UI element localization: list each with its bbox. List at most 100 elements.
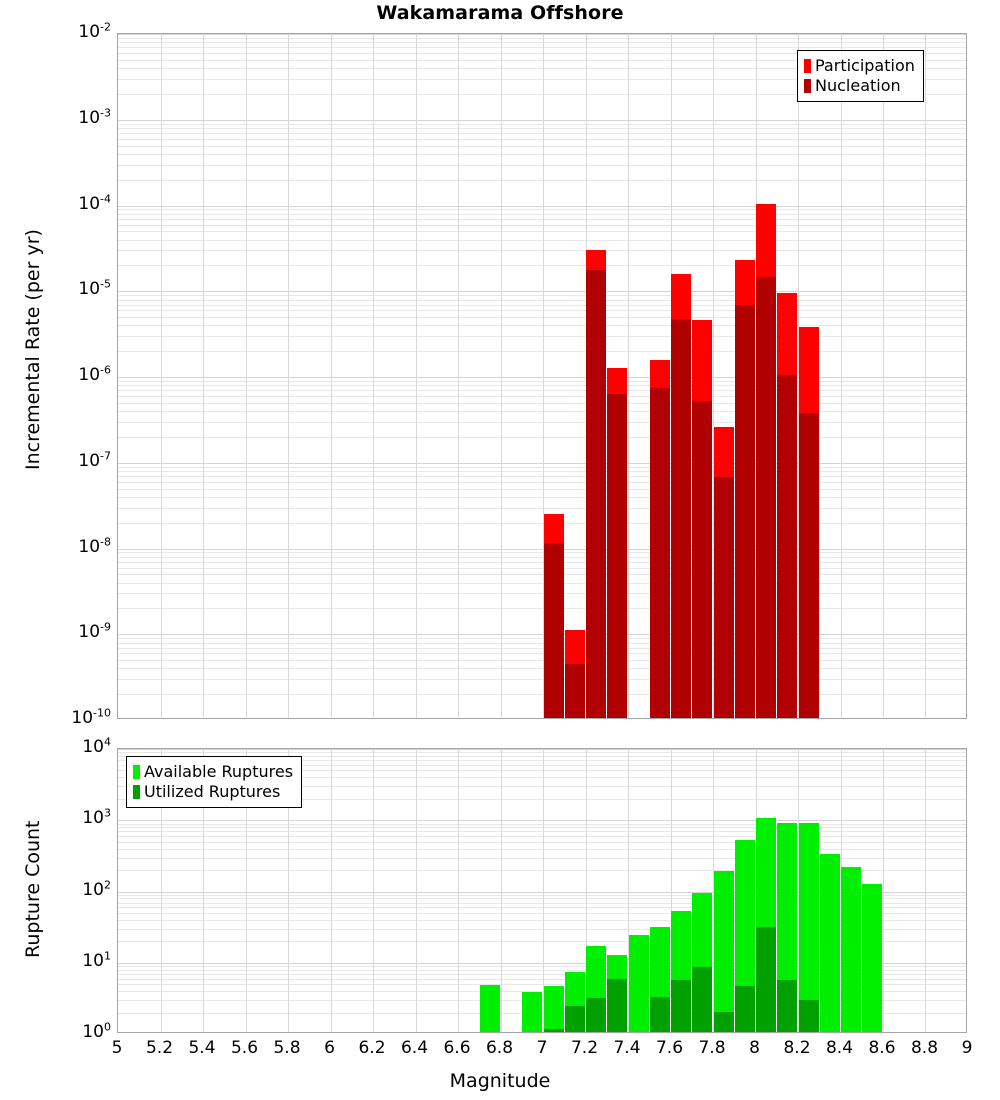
bar-inner-segment [649,997,670,1032]
x-tick-label: 6 [324,1038,335,1058]
bar-inner-segment [756,276,777,718]
bar [564,971,585,1032]
y-tick-label: 102 [82,877,111,900]
x-tick-label: 5.2 [145,1038,174,1058]
page-title: Wakamarama Offshore [376,2,624,24]
y-tick-label: 104 [82,735,111,757]
y-tick-label: 10-9 [78,620,111,643]
bar-inner-segment [798,413,819,718]
bar-inner-segment [564,663,585,718]
x-tick-label: 7.6 [655,1038,684,1058]
legend-label: Available Ruptures [144,762,294,781]
bar [692,319,713,718]
bar [819,853,840,1032]
bar [713,871,734,1032]
legend-item: Available Ruptures [133,762,293,782]
bar [543,513,564,718]
y-tick-label: 10-7 [78,449,111,471]
x-tick-label: 7 [536,1038,548,1058]
x-tick-label: 8.6 [868,1038,896,1058]
bar [777,823,798,1032]
legend-item: Nucleation [804,76,915,96]
bar-inner-segment [692,400,713,718]
bar [586,249,607,718]
bar [841,866,862,1032]
y-tick-label: 103 [82,806,111,829]
lower-y-axis-title: Rupture Count [22,820,44,959]
x-tick-label: 6.4 [400,1038,429,1058]
x-tick-label: 8.8 [910,1038,939,1058]
x-tick-label: 5.8 [273,1038,301,1058]
bar [543,986,564,1032]
bar [649,359,670,718]
legend-item: Participation [804,56,915,76]
x-tick-label: 9 [961,1038,973,1058]
y-tick-label: 10-3 [78,106,111,128]
bar-inner-segment [586,269,607,718]
y-tick-label: 10-4 [78,191,111,214]
y-tick-label: 10-2 [78,20,111,42]
legend-label: Nucleation [815,76,901,95]
bar [607,368,628,718]
bar-inner-segment [671,319,692,718]
bar [734,839,755,1032]
y-tick-label: 100 [82,1020,111,1042]
bar [607,955,628,1032]
lower-legend: Available Ruptures Utilized Ruptures [126,756,303,808]
lower-bars [118,749,966,1032]
bar-inner-segment [734,305,755,718]
bar-inner-segment [543,1029,564,1032]
x-tick-label: 7.8 [698,1038,726,1058]
upper-legend: Participation Nucleation [797,50,924,102]
bar-inner-segment [543,542,564,718]
x-tick-label: 8.2 [783,1038,811,1058]
y-tick-label: 10-8 [78,534,111,557]
x-axis-title: Magnitude [449,1070,551,1092]
bar-inner-segment [586,998,607,1032]
bar [756,818,777,1032]
y-tick-label: 10-5 [78,277,111,300]
bar-inner-segment [777,979,798,1032]
legend-swatch-icon [133,765,140,779]
x-tick-label: 6.2 [358,1038,386,1058]
bar-inner-segment [607,979,628,1032]
bar-inner-segment [777,375,798,718]
bar [586,946,607,1032]
upper-bars [118,34,966,718]
bar-inner-segment [798,1000,819,1032]
bar-inner-segment [649,388,670,718]
legend-swatch-icon [804,59,811,73]
x-tick-label: 6.6 [443,1038,471,1058]
x-tick-label: 5 [111,1038,123,1058]
bar [862,883,883,1032]
bar [479,985,500,1032]
legend-swatch-icon [133,785,140,799]
bar [692,892,713,1032]
x-tick-label: 5.6 [230,1038,259,1058]
legend-label: Participation [815,56,915,75]
x-tick-label: 5.4 [188,1038,216,1058]
y-tick-label: 10-6 [78,363,111,385]
bar [649,926,670,1032]
bar-inner-segment [607,394,628,718]
bar [628,934,649,1032]
bar [798,823,819,1032]
bar [522,992,543,1032]
x-tick-label: 7.4 [613,1038,641,1058]
x-tick-label: 8 [749,1038,760,1058]
bar [671,274,692,718]
legend-swatch-icon [804,79,811,93]
bar [798,327,819,718]
bar [777,293,798,718]
bar-inner-segment [692,966,713,1032]
legend-item: Utilized Ruptures [133,782,293,802]
bar-inner-segment [734,986,755,1032]
bar-inner-segment [564,1006,585,1032]
bar [671,910,692,1032]
rupture-count-plot [117,748,967,1033]
bar [713,426,734,718]
x-tick-label: 6.8 [485,1038,514,1058]
incremental-rate-plot [117,33,967,719]
x-tick-label: 8.4 [825,1038,854,1058]
upper-y-axis-title: Incremental Rate (per yr) [22,229,44,470]
